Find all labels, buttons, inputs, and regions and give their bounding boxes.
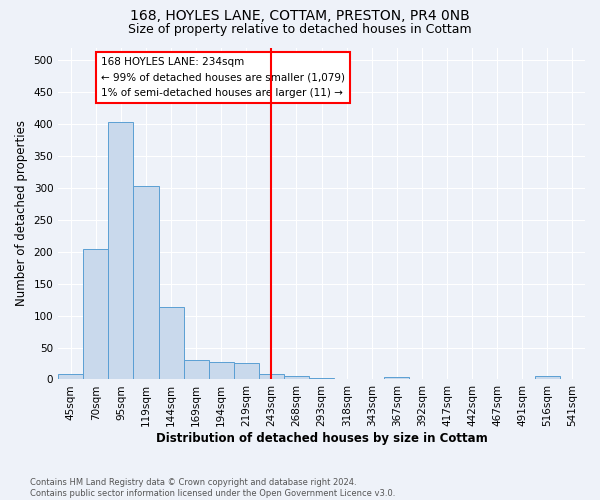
Bar: [209, 362, 234, 380]
Bar: [234, 363, 259, 380]
Text: 168 HOYLES LANE: 234sqm
← 99% of detached houses are smaller (1,079)
1% of semi-: 168 HOYLES LANE: 234sqm ← 99% of detache…: [101, 57, 345, 98]
Bar: [109, 122, 133, 380]
X-axis label: Distribution of detached houses by size in Cottam: Distribution of detached houses by size …: [156, 432, 487, 445]
Bar: [158, 308, 184, 380]
Bar: [284, 376, 309, 380]
Text: 168, HOYLES LANE, COTTAM, PRESTON, PR4 0NB: 168, HOYLES LANE, COTTAM, PRESTON, PR4 0…: [130, 9, 470, 23]
Bar: [309, 378, 334, 380]
Bar: [58, 374, 83, 380]
Bar: [259, 374, 284, 380]
Y-axis label: Number of detached properties: Number of detached properties: [15, 120, 28, 306]
Bar: [184, 360, 209, 380]
Bar: [83, 248, 109, 380]
Text: Contains HM Land Registry data © Crown copyright and database right 2024.
Contai: Contains HM Land Registry data © Crown c…: [30, 478, 395, 498]
Bar: [133, 186, 158, 380]
Bar: [385, 377, 409, 380]
Text: Size of property relative to detached houses in Cottam: Size of property relative to detached ho…: [128, 22, 472, 36]
Bar: [535, 376, 560, 380]
